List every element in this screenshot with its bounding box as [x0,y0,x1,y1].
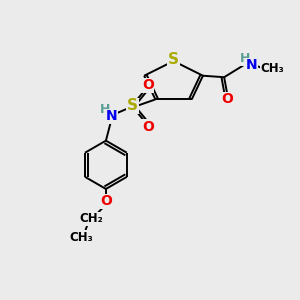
Text: S: S [127,98,138,113]
Text: S: S [168,52,179,67]
Text: O: O [142,78,154,92]
Text: CH₃: CH₃ [260,62,284,76]
Text: CH₃: CH₃ [69,231,93,244]
Text: N: N [105,109,117,123]
Text: O: O [100,194,112,208]
Text: O: O [142,119,154,134]
Text: CH₂: CH₂ [79,212,103,226]
Text: N: N [246,58,257,72]
Text: O: O [221,92,233,106]
Text: H: H [100,103,110,116]
Text: H: H [240,52,250,65]
